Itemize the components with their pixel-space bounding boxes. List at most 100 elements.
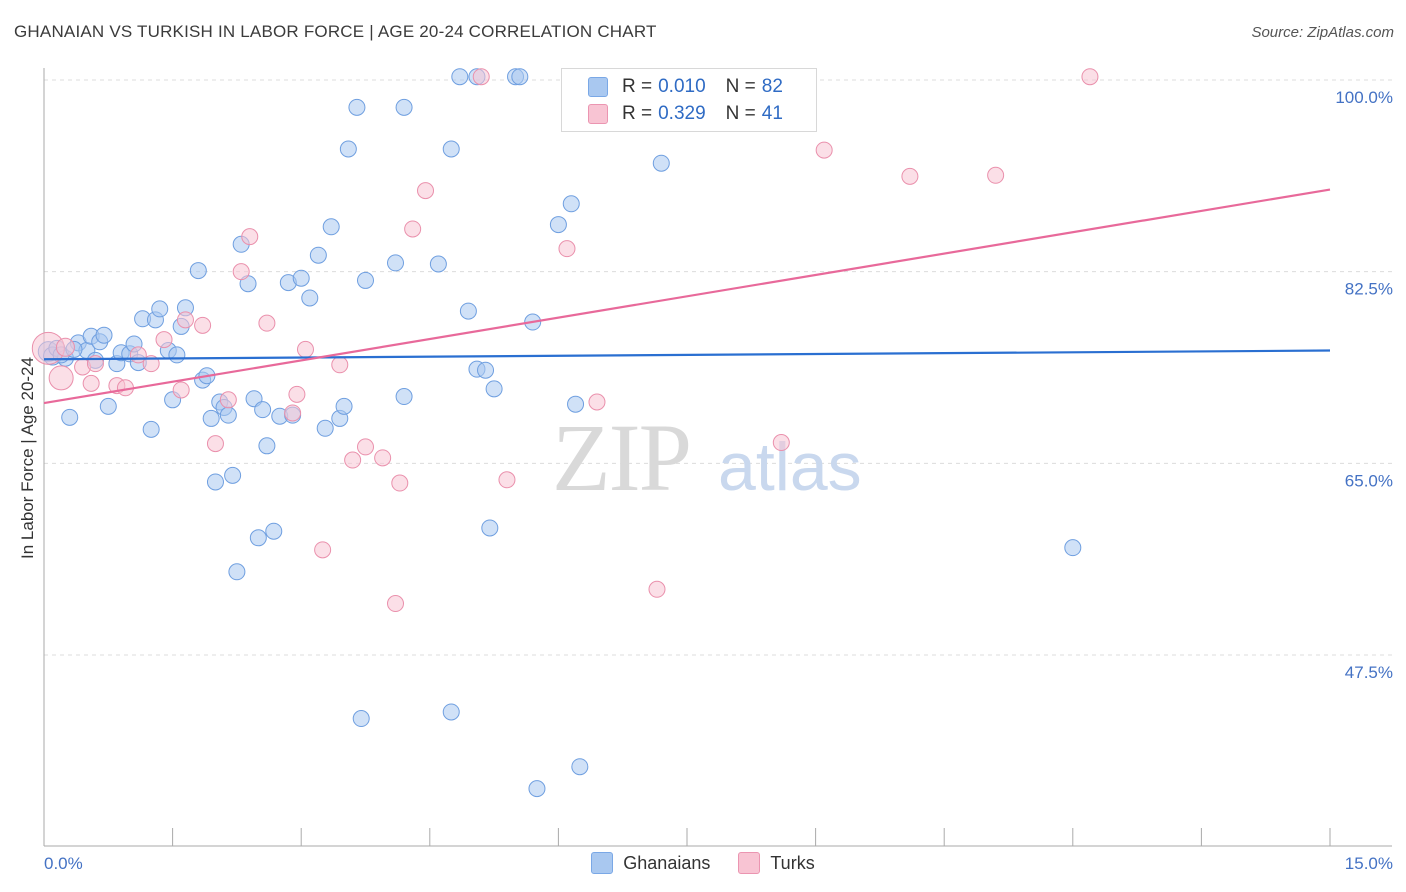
watermark-atlas: atlas [718, 429, 862, 505]
x-tick-label-max: 15.0% [1345, 854, 1393, 873]
legend-swatch-ghanaians [591, 852, 614, 874]
ghanaian-point [151, 300, 169, 318]
ghanaian-point [95, 326, 113, 344]
ghanaian-point [335, 397, 353, 415]
turk-point [296, 340, 314, 358]
grid-lines [44, 79, 1392, 656]
ghanaian-point [292, 269, 310, 287]
legend-item-turks[interactable]: Turks [738, 852, 815, 874]
legend-n-label: N = [725, 103, 756, 124]
ghanaian-point [301, 289, 319, 307]
turk-point [404, 220, 422, 238]
y-tick-label: 82.5% [1345, 280, 1393, 299]
turk-point [498, 471, 516, 489]
turk-point [48, 365, 74, 391]
legend-r-value: 0.329 [658, 103, 706, 124]
trend-lines [43, 188, 1331, 405]
ghanaian-point [481, 519, 499, 537]
ghanaian-point [202, 409, 220, 427]
ghanaian-point [309, 246, 327, 264]
turk-point [284, 404, 302, 422]
ghanaian-point [442, 703, 460, 721]
source-label: Source: ZipAtlas.com [1251, 24, 1394, 41]
turk-point [219, 391, 237, 409]
turk-point [194, 316, 212, 334]
ghanaian-point [357, 271, 374, 289]
ghanaian-point [451, 68, 469, 86]
watermark: ZIP atlas [552, 404, 862, 511]
turk-point [648, 580, 666, 598]
correlation-legend: R = 0.010 N = 82 R = 0.329 N = 41 [561, 68, 817, 132]
ghanaian-point [387, 254, 405, 272]
ghanaian-point [395, 388, 413, 406]
turk-point [391, 474, 409, 492]
legend-n-value: 82 [761, 76, 783, 97]
ghanaian-point [442, 140, 460, 158]
ghanaian-point [571, 758, 589, 776]
legend-item-ghanaians[interactable]: Ghanaians [591, 852, 710, 874]
turk-point [472, 68, 490, 86]
ghanaian-point [511, 68, 529, 86]
turk-point [357, 438, 374, 456]
turk-point [155, 331, 173, 349]
ghanaian-trend-line [43, 349, 1331, 361]
x-tick-label-min: 0.0% [44, 854, 83, 873]
ghanaian-point [485, 380, 503, 398]
axes [43, 68, 1392, 847]
legend-r-value: 0.010 [658, 76, 706, 97]
turk-point [1081, 68, 1099, 86]
turk-point [558, 240, 576, 258]
ghanaian-point [395, 98, 413, 116]
series-legend: Ghanaians Turks [0, 852, 1406, 874]
ghanaian-point [224, 466, 242, 484]
turk-point [241, 228, 259, 246]
ghanaian-point [206, 473, 224, 491]
turk-point [374, 449, 392, 467]
ghanaian-point [477, 361, 495, 379]
turk-point [815, 141, 833, 159]
legend-r-label: R = [622, 76, 653, 97]
y-tick-label: 47.5% [1345, 663, 1393, 682]
ghanaian-point [142, 420, 160, 438]
ghanaian-point [61, 408, 79, 426]
legend-row-turks: R = 0.329 N = 41 [588, 102, 803, 126]
legend-label-turks: Turks [770, 852, 815, 873]
turk-point [258, 314, 276, 332]
ghanaian-point [322, 218, 340, 236]
legend-row-ghanaians: R = 0.010 N = 82 [588, 75, 803, 99]
ghanaian-point [459, 302, 477, 320]
data-points [31, 68, 1099, 798]
ghanaian-point [189, 262, 207, 280]
legend-swatch-turks [588, 104, 608, 124]
legend-n-label: N = [725, 76, 756, 97]
ghanaian-point [1064, 539, 1082, 557]
ghanaian-point [219, 406, 237, 424]
legend-n-value: 41 [761, 103, 783, 124]
y-tick-label: 100.0% [1335, 88, 1393, 107]
turk-point [206, 435, 224, 453]
ghanaian-point [567, 395, 585, 413]
turk-point [344, 451, 362, 469]
legend-label-ghanaians: Ghanaians [623, 852, 711, 873]
ghanaian-point [348, 98, 366, 116]
turk-point [55, 337, 75, 357]
ghanaian-point [549, 216, 567, 234]
ghanaian-point [99, 397, 117, 415]
chart-title: GHANAIAN VS TURKISH IN LABOR FORCE | AGE… [14, 22, 657, 41]
ghanaian-point [265, 522, 283, 540]
turk-point [331, 356, 349, 374]
y-tick-label: 65.0% [1345, 471, 1393, 490]
turk-point [172, 381, 190, 399]
ghanaian-point [228, 563, 246, 581]
legend-swatch-ghanaians [588, 77, 608, 97]
turk-point [417, 182, 435, 200]
ghanaian-point [254, 401, 272, 419]
ghanaian-point [652, 154, 670, 172]
ghanaian-point [528, 780, 546, 798]
legend-r-label: R = [622, 103, 653, 124]
tick-labels: 47.5% 65.0% 82.5% 100.0% 0.0% 15.0% [44, 88, 1393, 873]
ghanaian-point [316, 419, 334, 437]
legend-swatch-turks [738, 852, 761, 874]
ghanaian-point [249, 529, 267, 547]
